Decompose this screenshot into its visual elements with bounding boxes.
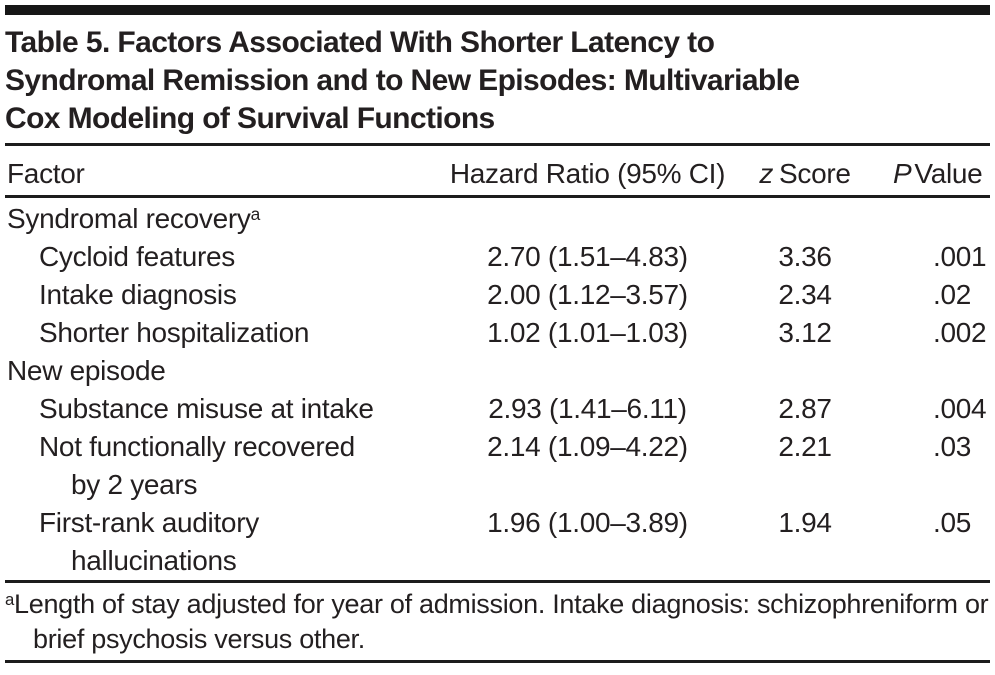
p-value-italic-letter: P — [893, 158, 912, 189]
factor-label: Cycloid features — [39, 241, 235, 272]
hazard-ratio-cell — [440, 197, 735, 239]
factor-label-continuation: hallucinations — [71, 545, 237, 576]
hazard-ratio-cell: 2.00 (1.12–3.57) — [487, 279, 688, 310]
z-score-cell: 2.87 — [778, 393, 832, 424]
table-row: Cycloid features 2.70 (1.51–4.83) 3.36 .… — [5, 238, 990, 276]
footnote-text-block: aLength of stay adjusted for year of adm… — [5, 587, 990, 657]
factor-cell: New episode — [5, 352, 440, 390]
footnote-marker-superscript: a — [5, 589, 15, 609]
hazard-ratio-cell: 2.14 (1.09–4.22) — [487, 431, 688, 462]
p-value-cell — [875, 352, 990, 390]
factor-cell: Cycloid features — [5, 238, 440, 276]
table-title-line: Syndromal Remission and to New Episodes:… — [5, 64, 800, 97]
factor-cell: Not functionally recovered by 2 years — [5, 428, 440, 504]
hazard-ratio-cell: 1.96 (1.00–3.89) — [487, 507, 688, 538]
z-score-italic-letter: z — [759, 158, 774, 189]
z-score-cell: 2.34 — [778, 279, 832, 310]
p-value-cell: .05 — [933, 507, 972, 538]
table-row: Syndromal recoverya — [5, 197, 990, 239]
z-score-word: Score — [779, 158, 851, 189]
top-bar-rule — [5, 5, 990, 15]
table-title: Table 5. Factors Associated With Shorter… — [5, 24, 990, 138]
factor-label: Not functionally recovered — [39, 431, 355, 462]
p-value-cell: .002 — [933, 317, 987, 348]
p-value-cell: .02 — [933, 279, 972, 310]
table-row: Not functionally recovered by 2 years 2.1… — [5, 428, 990, 504]
paper-table-page: Table 5. Factors Associated With Shorter… — [0, 5, 995, 663]
table-row: Substance misuse at intake 2.93 (1.41–6.… — [5, 390, 990, 428]
table-row: New episode — [5, 352, 990, 390]
p-value-cell — [875, 197, 990, 239]
z-score-cell — [735, 352, 875, 390]
footnote-marker-superscript: a — [250, 203, 261, 224]
z-score-cell: 3.12 — [778, 317, 832, 348]
hazard-ratio-cell — [440, 352, 735, 390]
factor-label: New episode — [7, 355, 166, 386]
z-score-cell: 1.94 — [778, 507, 832, 538]
factor-label-continuation: by 2 years — [71, 469, 198, 500]
factor-cell: Intake diagnosis — [5, 276, 440, 314]
hazard-ratio-cell: 2.70 (1.51–4.83) — [487, 241, 688, 272]
p-value-cell: .03 — [933, 431, 972, 462]
table-title-line: Table 5. Factors Associated With Shorter… — [5, 26, 715, 59]
factor-label: Intake diagnosis — [39, 279, 237, 310]
footnote-text: Length of stay adjusted for year of admi… — [14, 589, 989, 654]
column-header-p-value: P Value — [875, 146, 990, 198]
data-table: Factor Hazard Ratio (95% CI) z Score P Val… — [5, 146, 990, 580]
z-score-cell — [735, 197, 875, 239]
table-row: Intake diagnosis 2.00 (1.12–3.57) 2.34 .… — [5, 276, 990, 314]
table-row: Shorter hospitalization 1.02 (1.01–1.03)… — [5, 314, 990, 352]
hazard-ratio-cell: 2.93 (1.41–6.11) — [488, 393, 687, 424]
table-header-row: Factor Hazard Ratio (95% CI) z Score P Val… — [5, 146, 990, 198]
table-row: First-rank auditory hallucinations 1.96 (… — [5, 504, 990, 580]
factor-label: Syndromal recovery — [7, 203, 251, 234]
table-title-line: Cox Modeling of Survival Functions — [5, 102, 495, 135]
factor-cell: Substance misuse at intake — [5, 390, 440, 428]
p-value-cell: .004 — [933, 393, 987, 424]
factor-label: Shorter hospitalization — [39, 317, 310, 348]
factor-label: First-rank auditory — [39, 507, 259, 538]
z-score-cell: 3.36 — [778, 241, 832, 272]
column-header-factor: Factor — [5, 146, 440, 198]
title-divider-rule — [5, 143, 990, 146]
table-footnote: aLength of stay adjusted for year of adm… — [5, 580, 990, 663]
p-value-cell: .001 — [933, 241, 987, 272]
column-header-hazard-ratio: Hazard Ratio (95% CI) — [440, 146, 735, 198]
factor-label: Substance misuse at intake — [39, 393, 374, 424]
factor-cell: Syndromal recoverya — [5, 197, 440, 239]
factor-cell: Shorter hospitalization — [5, 314, 440, 352]
column-header-z-score: z Score — [735, 146, 875, 198]
p-value-word: Value — [914, 158, 983, 189]
hazard-ratio-cell: 1.02 (1.01–1.03) — [487, 317, 688, 348]
factor-cell: First-rank auditory hallucinations — [5, 504, 440, 580]
z-score-cell: 2.21 — [778, 431, 832, 462]
